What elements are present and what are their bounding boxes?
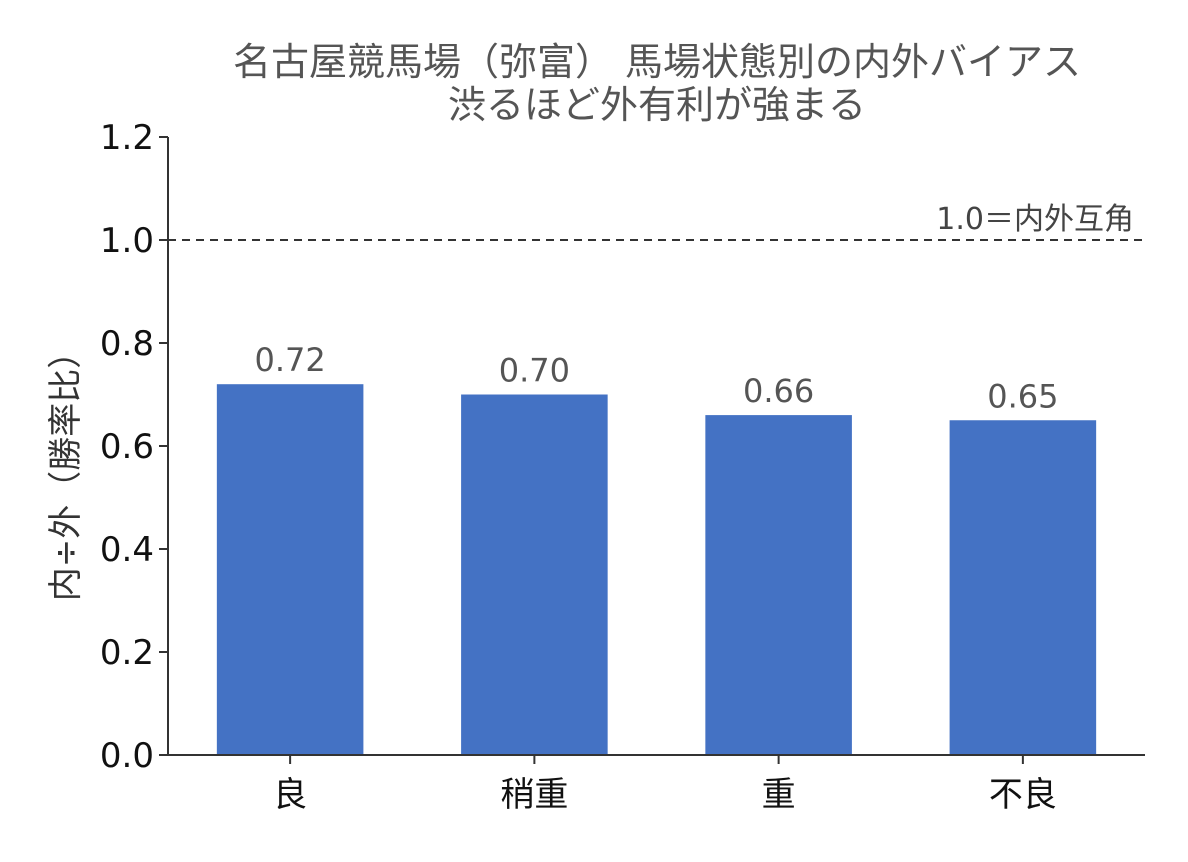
y-axis-ticks: 0.0 0.2 0.4 0.6 0.8 1.0 1.2 [100, 118, 168, 776]
bar-value-label: 0.65 [987, 377, 1058, 415]
bar-data-labels: 0.72 0.70 0.66 0.65 [255, 341, 1059, 415]
y-tick-label: 1.0 [100, 221, 154, 261]
x-axis-ticks: 良 稍重 重 不良 [273, 755, 1057, 815]
x-tick-label: 不良 [989, 775, 1057, 815]
bar-value-label: 0.66 [743, 372, 814, 410]
bar [949, 420, 1097, 755]
x-tick-label: 良 [273, 775, 307, 815]
bar [705, 415, 852, 755]
x-tick-label: 重 [762, 775, 796, 815]
y-tick-label: 0.4 [100, 530, 154, 570]
bar-series [216, 384, 1097, 755]
y-axis-label: 内÷外（勝率比） [46, 335, 86, 602]
y-tick-label: 0.6 [100, 427, 154, 467]
chart-title: 名古屋競馬場（弥富） 馬場状態別の内外バイアス [233, 40, 1081, 84]
y-tick-label: 0.0 [100, 736, 154, 776]
y-tick-label: 0.8 [100, 324, 154, 364]
chart-subtitle: 渋るほど外有利が強まる [448, 83, 866, 127]
x-tick-label: 稍重 [500, 775, 568, 815]
bar-value-label: 0.72 [255, 341, 326, 379]
bar-value-label: 0.70 [499, 352, 570, 390]
y-tick-label: 1.2 [100, 118, 154, 158]
bar [461, 394, 608, 755]
reference-line-label: 1.0＝内外互角 [936, 202, 1134, 237]
y-tick-label: 0.2 [100, 633, 154, 673]
bar [216, 384, 364, 755]
